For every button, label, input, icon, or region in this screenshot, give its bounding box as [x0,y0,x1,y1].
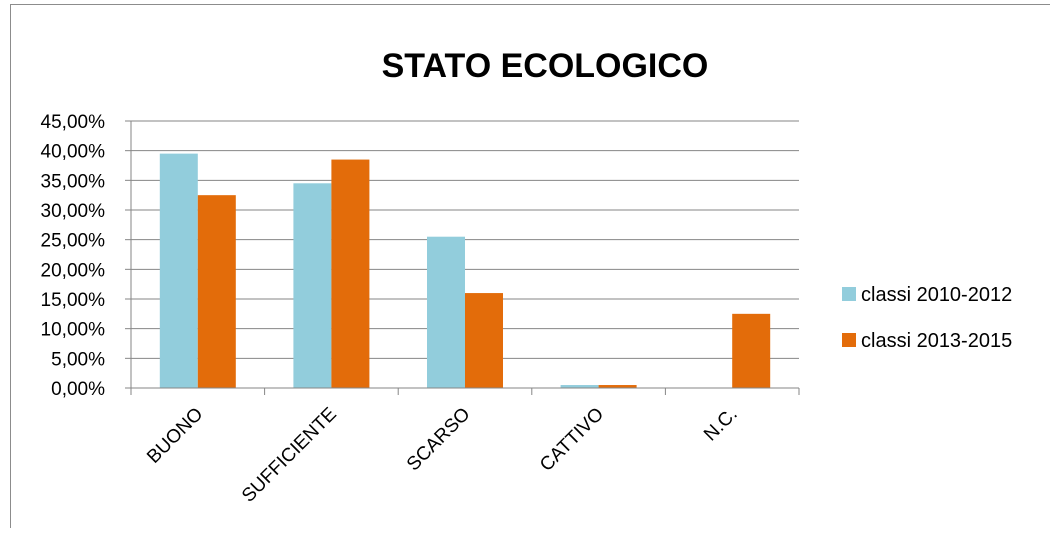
bars [159,153,771,388]
y-tick-label: 35,00% [41,171,106,192]
bar [560,385,599,388]
legend-swatch [842,333,856,347]
x-category-label: BUONO [143,404,207,468]
x-category-label: SCARSO [403,404,475,476]
bar [159,153,198,388]
y-tick-label: 25,00% [41,231,106,252]
legend-label: classi 2013-2015 [861,330,1012,352]
y-tick-label: 10,00% [41,320,106,341]
chart-frame [10,4,1050,528]
y-tick-label: 45,00% [41,112,106,133]
legend: classi 2010-2012 classi 2013-2015 [842,284,1012,352]
y-tick-label: 5,00% [51,349,105,370]
y-tick-label: 20,00% [41,260,106,281]
bar [465,293,503,388]
chart-title: STATO ECOLOGICO [382,47,709,85]
bar [331,159,370,388]
y-tick-label: 15,00% [41,290,106,311]
y-tick-label: 0,00% [51,379,105,400]
y-tick-label: 30,00% [41,201,106,222]
x-category-label: CATTIVO [536,404,608,476]
y-tick-label: 40,00% [41,142,106,163]
bar [732,313,771,388]
x-category-labels: BUONO SUFFICIENTE SCARSO CATTIVO N.C. [143,404,742,507]
y-tick-labels: 0,00% 5,00% 10,00% 15,00% 20,00% 25,00% 30,00%… [41,112,106,400]
axes [125,120,800,395]
bar [598,385,637,388]
bar [427,236,465,388]
legend-label: classi 2010-2012 [861,284,1012,306]
bar [197,195,236,388]
x-category-label: N.C. [700,404,742,446]
bar [293,183,332,388]
x-category-label: SUFFICIENTE [238,404,341,507]
legend-swatch [842,287,856,301]
